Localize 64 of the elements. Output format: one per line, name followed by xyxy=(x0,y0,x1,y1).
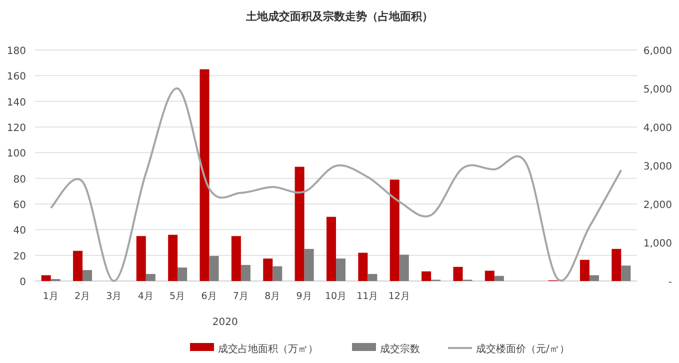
x-tick-label: 8月 xyxy=(264,291,281,302)
y2-tick-label: 3,000 xyxy=(643,162,672,172)
x-tick-label: 3月 xyxy=(106,291,122,302)
y-tick-label: 100 xyxy=(6,148,26,160)
y2-tick-label: 6,000 xyxy=(643,46,672,57)
bar xyxy=(200,69,210,281)
x-tick-label: 7月 xyxy=(232,291,249,302)
bar xyxy=(209,256,219,281)
bar xyxy=(422,271,432,281)
y-tick-label: 20 xyxy=(13,251,26,262)
bar xyxy=(494,276,504,281)
bar xyxy=(358,252,368,281)
bar xyxy=(263,258,273,281)
y2-tick-label: 5,000 xyxy=(643,84,672,96)
y2-tick-label: - xyxy=(668,277,672,288)
bar xyxy=(168,234,178,281)
bar xyxy=(304,248,314,281)
bar xyxy=(82,270,92,281)
bar xyxy=(399,254,409,281)
bar xyxy=(612,248,622,281)
y2-tick-label: 1,000 xyxy=(643,238,672,250)
x-tick-label: 1月 xyxy=(42,291,59,302)
bar xyxy=(41,275,51,281)
legend-label: 成交宗数 xyxy=(380,343,420,355)
bar xyxy=(621,266,631,281)
y-tick-label: 0 xyxy=(20,277,26,288)
x-tick-label: 9月 xyxy=(296,291,312,302)
bar xyxy=(484,270,494,281)
bar xyxy=(231,236,241,281)
bar xyxy=(589,275,599,281)
bar xyxy=(390,180,400,281)
y-tick-label: 140 xyxy=(6,97,26,108)
chart-title: 土地成交面积及宗数走势（占地面积） xyxy=(245,10,433,23)
bar xyxy=(336,258,346,281)
y-tick-label: 160 xyxy=(6,72,26,83)
bar xyxy=(368,274,378,281)
bar xyxy=(73,250,83,281)
y-tick-label: 60 xyxy=(13,200,26,211)
bar xyxy=(326,216,336,281)
x-tick-label: 6月 xyxy=(201,291,218,302)
x-tick-label: 5月 xyxy=(170,291,186,302)
x-tick-label: 11月 xyxy=(356,291,379,302)
bar xyxy=(178,268,188,281)
legend-label: 成交占地面积（万㎡） xyxy=(218,343,318,355)
y-tick-label: 80 xyxy=(13,174,26,186)
legend-label: 成交楼面价（元/㎡） xyxy=(476,343,570,355)
y-tick-label: 180 xyxy=(6,46,26,57)
y2-tick-label: 4,000 xyxy=(643,123,672,134)
bar xyxy=(453,266,463,281)
line-series xyxy=(50,88,622,282)
y-tick-label: 40 xyxy=(13,226,26,237)
x-tick-label: 10月 xyxy=(324,291,348,302)
x-tick-label: 2月 xyxy=(74,291,91,302)
x-tick-label: 12月 xyxy=(388,291,410,302)
y2-tick-label: 2,000 xyxy=(643,200,672,211)
bar xyxy=(136,236,146,281)
bar xyxy=(146,274,156,281)
text: 2020 xyxy=(212,317,238,328)
bar xyxy=(240,264,250,281)
x-tick-label: 4月 xyxy=(138,291,154,302)
y-tick-label: 120 xyxy=(6,123,26,134)
bar xyxy=(272,266,282,281)
bar xyxy=(294,166,304,281)
bar xyxy=(580,260,590,281)
